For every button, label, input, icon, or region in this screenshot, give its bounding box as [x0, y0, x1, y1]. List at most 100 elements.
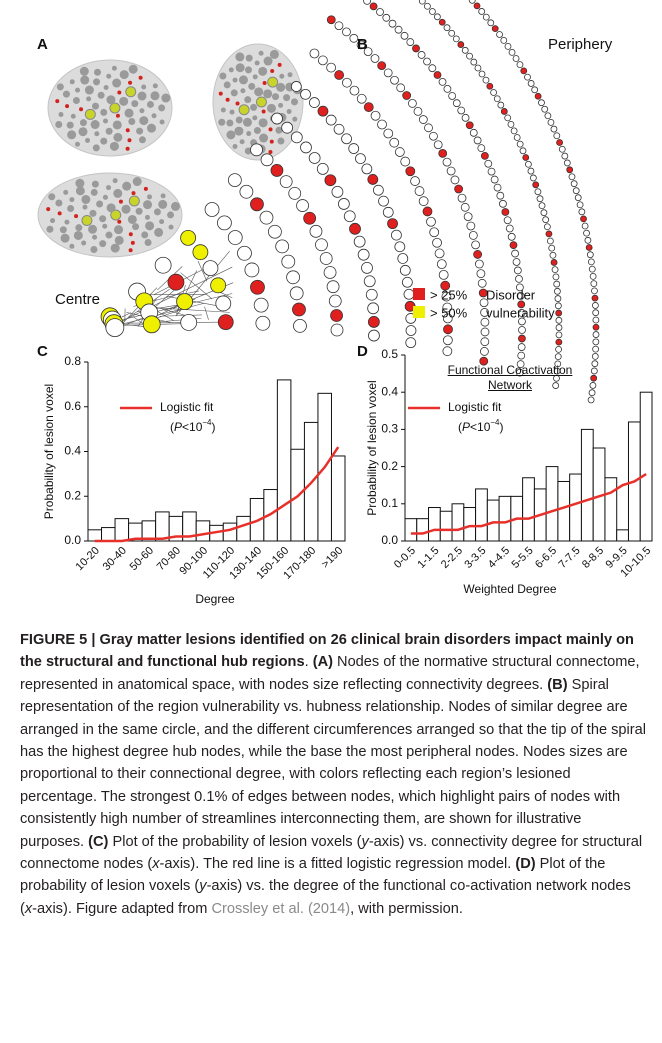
spiral-node	[593, 339, 599, 345]
spiral-node	[501, 37, 507, 43]
brain-node	[110, 103, 120, 113]
spiral-node	[458, 42, 464, 48]
spiral-node	[379, 196, 389, 206]
spiral-node	[518, 335, 525, 342]
spiral-node	[588, 397, 594, 403]
spiral-node	[556, 332, 562, 338]
brain-node	[236, 102, 240, 106]
spiral-node	[492, 26, 498, 32]
brain-node	[86, 96, 91, 101]
brain-node	[277, 138, 284, 145]
brain-node	[240, 88, 245, 93]
spiral-node	[461, 203, 469, 211]
brain-node	[147, 124, 156, 133]
brain-node	[245, 66, 252, 73]
spiral-node	[567, 167, 573, 173]
brain-node	[292, 117, 297, 122]
brain-node	[126, 128, 130, 132]
y-axis-label: Probability of lesion voxel	[365, 380, 379, 515]
bar	[523, 478, 535, 541]
brain-node	[67, 130, 76, 139]
spiral-node	[592, 361, 598, 367]
brain-node	[122, 182, 131, 191]
spiral-node	[282, 122, 293, 133]
spiral-node	[557, 139, 563, 145]
brain-node	[141, 85, 146, 90]
spiral-node	[368, 303, 379, 314]
spiral-node	[491, 176, 498, 183]
spiral-node	[439, 78, 446, 85]
spiral-node	[366, 289, 377, 300]
legend-swatch	[413, 288, 425, 300]
spiral-node	[216, 296, 231, 311]
brain-renders	[38, 44, 303, 257]
spiral-node	[434, 14, 440, 20]
spiral-node	[335, 22, 343, 30]
brain-node	[259, 51, 264, 56]
spiral-node	[556, 346, 562, 352]
bar	[487, 500, 499, 541]
spiral-node	[424, 124, 432, 132]
brain-node	[263, 81, 267, 85]
x-tick-label: 0-0.5	[392, 545, 418, 571]
bar	[617, 530, 629, 541]
brain-node	[259, 134, 268, 143]
x-tick-label: 3-3.5	[462, 545, 488, 571]
spiral-node	[592, 295, 598, 301]
spiral-node	[228, 231, 242, 245]
spiral-node	[389, 20, 396, 27]
brain-node	[270, 50, 279, 59]
spiral-node	[477, 270, 485, 278]
spiral-node	[588, 259, 594, 265]
brain-node	[143, 200, 152, 209]
legend-note: (P<10−4)	[170, 418, 216, 434]
spiral-node	[593, 332, 599, 338]
caption-run: (C)	[88, 834, 108, 850]
caption-run[interactable]: Crossley et al. (2014)	[211, 901, 350, 917]
panel-label: A	[37, 36, 48, 53]
centre-label: Centre	[55, 291, 100, 308]
x-tick-label: 30-40	[101, 545, 129, 573]
spiral-node	[193, 245, 208, 260]
legend-label: Logistic fit	[448, 400, 502, 414]
legend-title: Disorder	[486, 287, 536, 302]
spiral-node	[260, 211, 273, 224]
brain-node	[122, 205, 131, 214]
brain-node	[129, 196, 139, 206]
brain-node	[73, 97, 80, 104]
legend-title: vulnerability	[486, 305, 555, 320]
brain-node	[55, 121, 62, 128]
x-tick-label: 2-2.5	[439, 545, 465, 571]
brain-node	[147, 101, 154, 108]
spiral-node	[467, 222, 475, 230]
brain-node	[103, 118, 108, 123]
y-tick-label: 0.5	[381, 347, 398, 361]
spiral-node	[497, 192, 504, 199]
spiral-node	[544, 224, 550, 230]
brain-node	[75, 224, 82, 231]
brain-node	[91, 120, 100, 129]
spiral-node	[251, 144, 263, 156]
brain-node	[46, 207, 50, 211]
spiral-node	[518, 344, 525, 351]
brain-node	[139, 136, 146, 143]
y-tick-label: 0.1	[381, 496, 398, 510]
spiral-node	[373, 185, 383, 195]
brain-node	[272, 93, 279, 100]
brain-node	[276, 83, 285, 92]
edge	[205, 307, 209, 320]
brain-node	[167, 211, 174, 218]
bar	[640, 392, 652, 541]
spiral-node	[481, 338, 489, 346]
brain-node	[100, 109, 107, 116]
brain-node	[253, 74, 258, 79]
spiral-node	[424, 3, 430, 9]
brain-node	[113, 120, 122, 129]
brain-node	[136, 128, 143, 135]
spiral-node	[519, 327, 526, 334]
brain-node	[270, 140, 274, 144]
spiral-node	[475, 260, 483, 268]
spiral-node	[318, 56, 327, 65]
brain-node	[239, 105, 249, 115]
spiral-node	[383, 207, 393, 217]
